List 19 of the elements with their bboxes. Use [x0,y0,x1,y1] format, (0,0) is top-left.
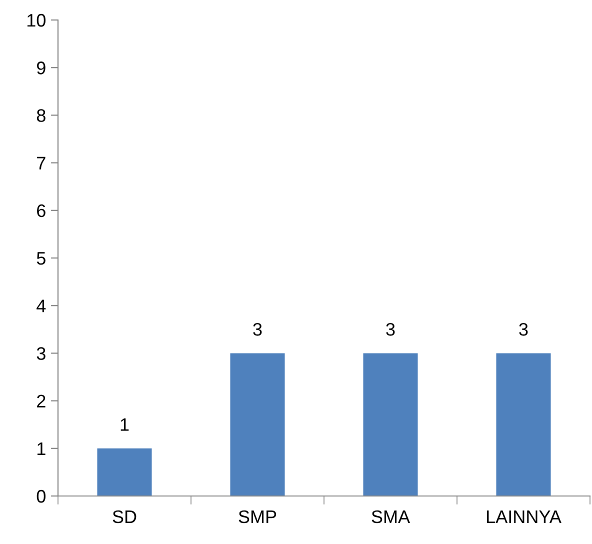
data-label: 3 [519,322,528,336]
y-tick-label: 6 [37,204,46,218]
y-tick-label: 3 [36,347,46,360]
data-label: 3 [253,322,262,336]
y-tick-label: 9 [37,62,46,74]
y-tick-label: 7 [37,156,46,170]
y-tick-label: 4 [36,300,46,312]
data-label: 3 [386,322,395,336]
y-tick-label: 10 [27,14,46,27]
x-tick-label: LAINNYA [487,510,562,523]
y-tick-label: 8 [36,109,46,122]
y-tick-label: 2 [37,394,46,408]
data-label: 1 [120,418,129,431]
y-tick-label: 0 [36,490,46,503]
y-tick-label: 1 [38,442,46,455]
x-tick-label: SMP [238,510,276,524]
x-tick-label: SD [112,510,136,524]
x-tick-label: SMA [372,510,410,524]
y-tick-label: 5 [36,252,46,265]
